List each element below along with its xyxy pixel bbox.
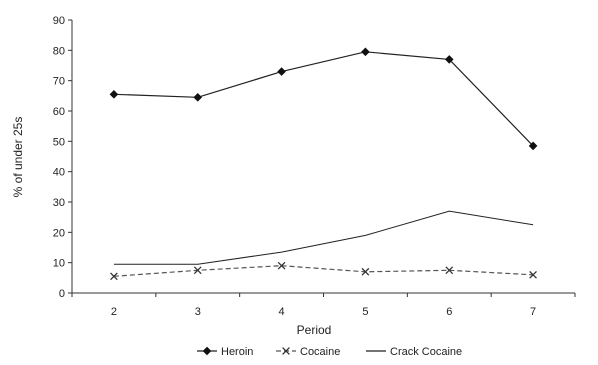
series-line-cocaine: [113, 265, 534, 277]
data-point-heroin: [193, 93, 203, 102]
legend-marker-heroin: [202, 346, 212, 356]
x-axis-title: Period: [297, 323, 332, 337]
x-tick-label: 2: [111, 306, 117, 318]
y-tick-label: 20: [53, 227, 65, 239]
y-tick-label: 90: [53, 15, 65, 27]
legend-label-cocaine: Cocaine: [300, 346, 340, 358]
data-point-cocaine: [445, 266, 454, 275]
data-point-heroin: [361, 47, 370, 57]
legend-label-crack-cocaine: Crack Cocaine: [390, 346, 462, 358]
y-tick-label: 50: [53, 136, 65, 148]
y-tick-label: 30: [53, 197, 65, 209]
legend: Heroin Cocaine Crack Cocaine: [197, 346, 462, 358]
y-tick-label: 60: [53, 106, 65, 118]
legend-label-heroin: Heroin: [221, 346, 253, 358]
y-tick-label: 0: [59, 288, 65, 300]
y-axis-title: % of under 25s: [11, 117, 25, 198]
data-point-cocaine: [529, 270, 537, 279]
data-point-heroin: [109, 90, 119, 99]
data-point-heroin: [444, 55, 454, 64]
data-point-cocaine: [277, 261, 286, 270]
series-line-heroin: [113, 51, 534, 147]
y-tick-label: 40: [53, 167, 65, 179]
y-tick-label: 80: [53, 45, 65, 57]
legend-marker-cocaine: [282, 347, 290, 355]
x-tick-label: 5: [362, 306, 368, 318]
data-point-heroin: [528, 141, 538, 151]
x-tick-label: 7: [530, 306, 536, 318]
x-tick-label: 3: [195, 306, 201, 318]
y-tick-label: 10: [53, 258, 65, 270]
data-point-heroin: [277, 67, 286, 76]
x-tick-label: 6: [446, 306, 452, 318]
plot-area: 0 10 20 30 40 50 60 70 80 90 2 3 4 5 6 7: [53, 15, 576, 318]
y-tick-label: 70: [53, 76, 65, 88]
x-tick-label: 4: [279, 306, 285, 318]
data-point-cocaine: [110, 272, 118, 281]
data-point-cocaine: [361, 267, 370, 276]
data-point-cocaine: [193, 266, 202, 275]
series-line-crack-cocaine: [113, 210, 534, 265]
